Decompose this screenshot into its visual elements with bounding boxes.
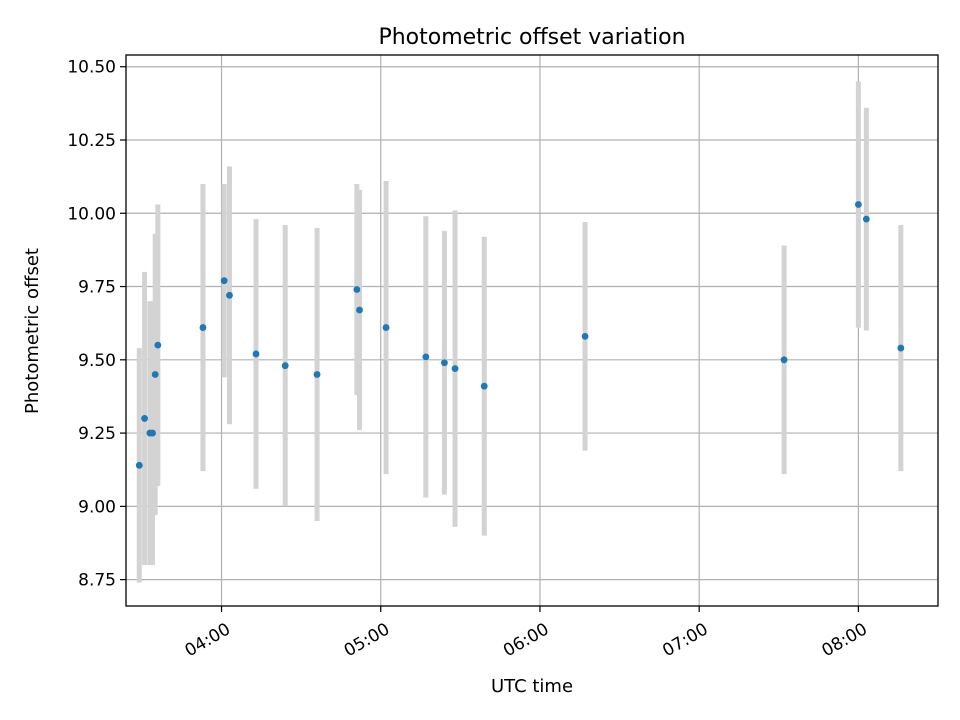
data-point <box>141 415 148 422</box>
x-axis-label: UTC time <box>491 676 573 697</box>
data-point <box>441 359 448 367</box>
data-point <box>897 344 905 352</box>
y-tick-label: 10.50 <box>67 58 116 78</box>
y-tick-label: 9.00 <box>78 497 116 517</box>
data-point <box>422 353 430 361</box>
y-axis-ticks: 8.75 9.00 9.25 9.50 9.75 10.00 10.25 10.50 <box>67 58 126 591</box>
data-point <box>480 382 488 390</box>
y-tick-label: 9.25 <box>78 424 116 444</box>
data-point <box>356 306 363 314</box>
data-point <box>151 371 159 378</box>
y-tick-label: 10.00 <box>67 204 116 224</box>
plot-frame <box>125 54 939 607</box>
data-point <box>220 277 228 285</box>
data-point <box>154 341 162 349</box>
data-point <box>226 291 233 299</box>
y-tick-label: 10.25 <box>67 131 116 151</box>
data-point <box>451 365 459 373</box>
data-point <box>862 215 870 223</box>
grid-lines <box>126 55 938 606</box>
data-point <box>199 324 207 331</box>
data-point <box>854 201 862 208</box>
data-point <box>149 429 156 437</box>
data-point <box>252 350 260 358</box>
data-point <box>780 356 788 364</box>
chart-title: Photometric offset variation <box>378 25 685 50</box>
data-point <box>135 461 143 469</box>
data-point <box>313 371 321 378</box>
data-points <box>135 201 905 469</box>
y-axis-label: Photometric offset <box>22 248 43 414</box>
y-tick-label: 9.50 <box>78 351 116 371</box>
data-point <box>353 286 361 293</box>
y-tick-label: 9.75 <box>78 278 116 298</box>
y-tick-label: 8.75 <box>78 571 116 591</box>
data-point <box>581 332 589 340</box>
data-point <box>382 324 390 331</box>
data-point <box>281 362 289 370</box>
